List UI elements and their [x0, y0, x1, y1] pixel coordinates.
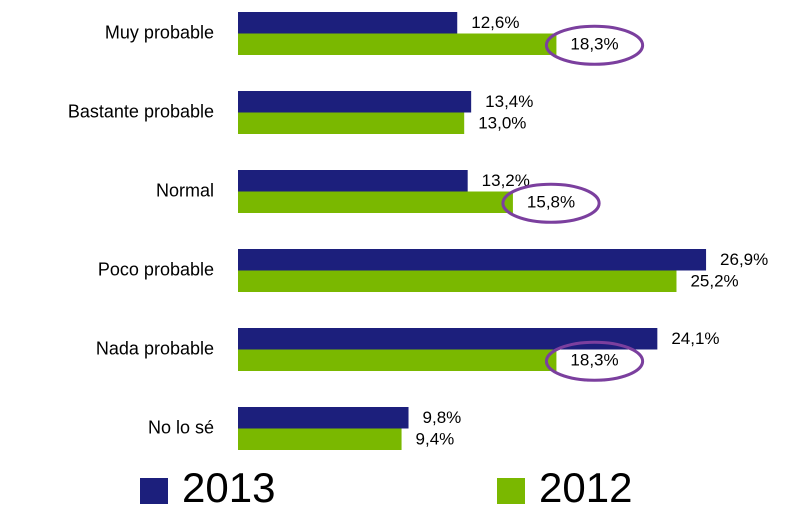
category-label: Poco probable — [98, 259, 214, 279]
highlight-circle — [544, 24, 645, 66]
category-label: Normal — [156, 180, 214, 200]
bar — [238, 33, 557, 55]
bar — [238, 191, 513, 213]
value-label: 13,2% — [482, 171, 530, 190]
value-label: 18,3% — [570, 351, 618, 370]
value-label: 9,8% — [423, 408, 462, 427]
bar — [238, 270, 677, 292]
highlight-circle — [544, 340, 645, 382]
bar — [238, 407, 409, 429]
category-label: Muy probable — [105, 22, 214, 42]
value-label: 15,8% — [527, 193, 575, 212]
legend-label: 2013 — [182, 464, 275, 508]
legend-swatch — [140, 478, 168, 504]
value-label: 26,9% — [720, 250, 768, 269]
bar — [238, 349, 557, 371]
bar — [238, 428, 402, 450]
highlight-circle — [501, 182, 601, 224]
category-label: Nada probable — [96, 338, 214, 358]
value-label: 18,3% — [570, 35, 618, 54]
bar — [238, 328, 658, 350]
bar — [238, 12, 458, 34]
bar — [238, 112, 465, 134]
bar — [238, 91, 472, 113]
value-label: 13,0% — [478, 114, 526, 133]
value-label: 9,4% — [416, 430, 455, 449]
value-label: 24,1% — [671, 329, 719, 348]
legend-label: 2012 — [539, 464, 632, 508]
category-label: No lo sé — [148, 417, 214, 437]
bar — [238, 249, 707, 271]
legend-swatch — [497, 478, 525, 504]
bar — [238, 170, 468, 192]
category-label: Bastante probable — [68, 101, 214, 121]
value-label: 12,6% — [471, 13, 519, 32]
value-label: 25,2% — [690, 272, 738, 291]
value-label: 13,4% — [485, 92, 533, 111]
